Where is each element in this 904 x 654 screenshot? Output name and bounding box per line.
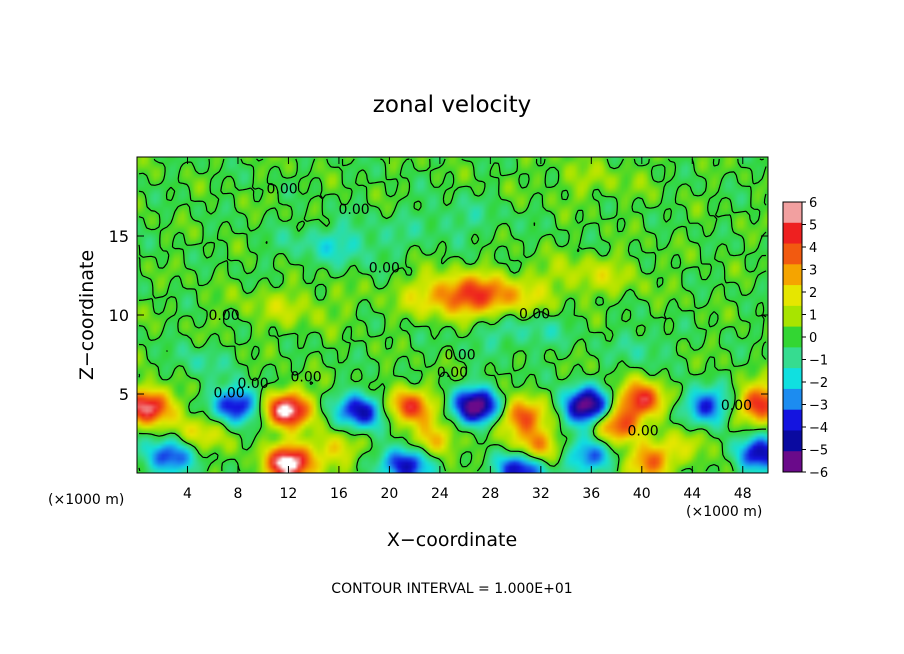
contour-label: 0.00: [627, 423, 658, 439]
colorbar-tick-label: −2: [809, 376, 828, 391]
y-axis-label: Z−coordinate: [76, 250, 98, 380]
colorbar-tick-label: 5: [809, 219, 817, 234]
x-tick-label: 4: [183, 486, 192, 502]
colorbar-tick-label: 6: [809, 196, 817, 211]
x-unit-left: (×1000 m): [48, 492, 124, 508]
colorbar-swatch: [783, 347, 802, 369]
colorbar-swatch: [783, 285, 802, 307]
y-tick-label: 10: [109, 306, 129, 325]
contour-lines: [138, 158, 767, 472]
colorbar-tick-label: 2: [809, 286, 817, 301]
x-tick-label: 28: [481, 486, 499, 502]
colorbar-swatch: [783, 388, 802, 411]
x-axis-ticks: 4 8 12 16 20 24 28 32 36 40 44 48: [183, 157, 752, 502]
colorbar-tick-label: −5: [809, 444, 828, 459]
colorbar-tick-label: −1: [809, 354, 828, 369]
colorbar-swatch: [783, 451, 802, 473]
colorbar-swatch: [783, 222, 802, 245]
x-tick-label: 20: [380, 486, 398, 502]
contour-label: 0.00: [444, 348, 475, 364]
colorbar-swatch: [783, 264, 802, 286]
contour-label: 0.00: [214, 385, 245, 401]
colorbar-tick-label: 4: [809, 241, 817, 256]
x-tick-label: 44: [683, 486, 701, 502]
contour-label: 0.00: [437, 365, 468, 381]
y-tick-label: 15: [109, 227, 129, 246]
colorbar-tick-label: −6: [809, 466, 828, 481]
heatmap-field: [137, 157, 768, 473]
contour-label: 0.00: [238, 376, 269, 392]
colorbar-tick-label: 3: [809, 264, 817, 279]
contour-label: 0.00: [267, 182, 298, 198]
x-tick-label: 36: [582, 486, 600, 502]
colorbar-swatch: [783, 368, 802, 390]
contour-label: 0.00: [208, 308, 239, 324]
colorbar-swatch: [783, 409, 802, 431]
contour-label: 0.00: [291, 370, 322, 386]
x-tick-label: 24: [431, 486, 449, 502]
x-tick-label: 32: [532, 486, 550, 502]
zero-contour: [138, 158, 767, 472]
colorbar-tick-label: 0: [809, 331, 817, 346]
colorbar-swatch: [783, 305, 802, 328]
contour-label: 0.00: [721, 398, 752, 414]
colorbar-swatch: [783, 326, 802, 348]
contour-interval-note: CONTOUR INTERVAL = 1.000E+01: [331, 581, 572, 597]
x-tick-label: 12: [280, 486, 298, 502]
x-tick-label: 8: [233, 486, 242, 502]
y-axis-ticks: 5 10 15: [109, 227, 768, 404]
chart-title: zonal velocity: [373, 92, 531, 118]
colorbar-swatch: [783, 202, 802, 224]
contour-label: 0.00: [338, 202, 369, 218]
x-tick-label: 40: [633, 486, 651, 502]
x-axis-label: X−coordinate: [387, 529, 517, 551]
colorbar-swatch: [783, 243, 802, 265]
colorbar-tick-label: 1: [809, 309, 817, 324]
x-tick-label: 16: [330, 486, 348, 502]
y-tick-label: 5: [119, 385, 129, 404]
x-unit-right: (×1000 m): [686, 504, 762, 520]
contour-label: 0.00: [369, 261, 400, 277]
x-tick-label: 48: [734, 486, 752, 502]
colorbar: 6 5 4 3 2 1 0 −1 −2 −3 −4 −5 −6: [782, 196, 828, 481]
contour-label: 0.00: [519, 306, 550, 322]
colorbar-swatch: [783, 430, 802, 452]
contour-labels: 0.000.00 0.00 0.000.000.00 0.000.000.000.00…: [208, 182, 752, 440]
colorbar-tick-label: −4: [809, 421, 828, 436]
colorbar-tick-label: −3: [809, 399, 828, 414]
